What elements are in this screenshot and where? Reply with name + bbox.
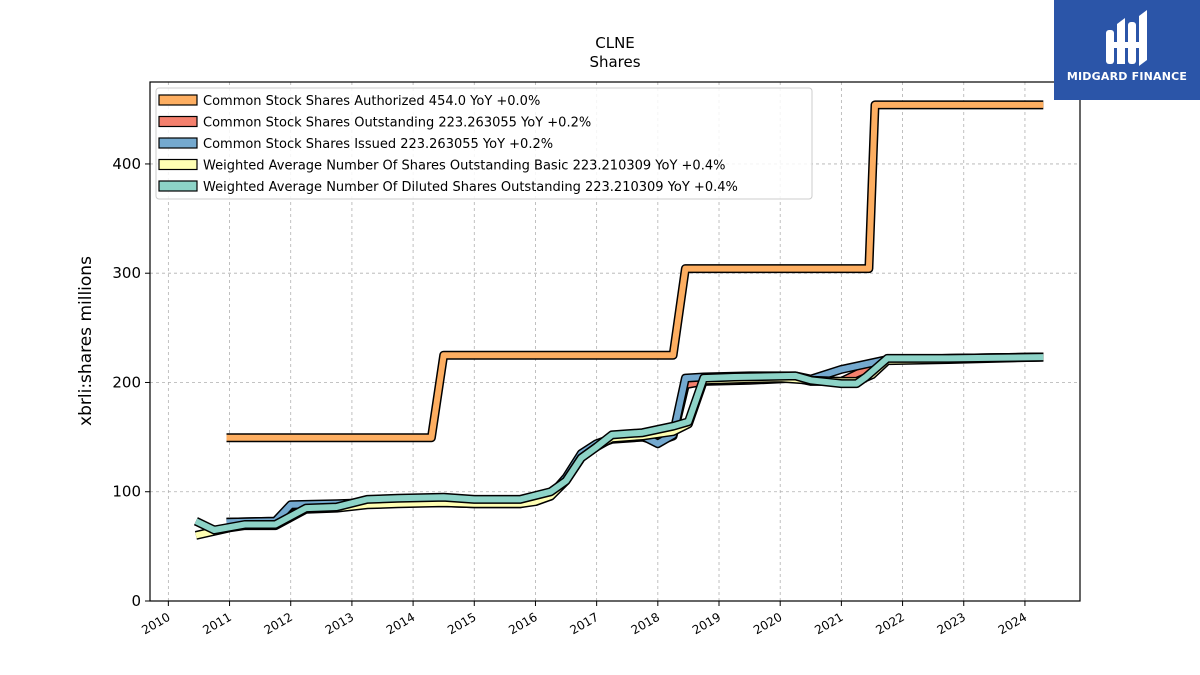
legend-swatch [158,180,198,192]
legend: Common Stock Shares Authorized 454.0 YoY… [155,87,813,200]
legend-swatch [158,115,198,128]
legend-swatch [158,158,198,171]
x-tick-label: 2019 [690,610,723,637]
x-tick-label: 2016 [506,610,539,637]
series-line-1 [226,101,1044,441]
midgard-finance-logo-icon [1106,10,1147,66]
x-tick-label: 2022 [873,610,906,637]
brand-name: MIDGARD FINANCE [1066,70,1188,83]
legend-entry: Common Stock Shares Authorized 454.0 YoY… [203,94,540,109]
x-tick-label: 2020 [751,610,784,637]
x-tick-label: 2015 [445,610,478,637]
x-tick-label: 2018 [629,610,662,637]
y-tick-label: 400 [112,155,141,173]
legend-box [155,87,813,200]
y-tick-label: 100 [112,483,141,501]
y-tick-label: 0 [131,592,141,610]
legend-swatch [158,94,198,106]
axes: 2010 2011 2012 2013 2014 2015 2016 2017 2018 2019… [112,155,1029,637]
x-tick-label: 2013 [323,610,356,637]
series-line-5 [194,354,1044,533]
brand-logo: MIDGARD FINANCE [1054,0,1200,100]
legend-entry: Weighted Average Number Of Shares Outsta… [203,159,725,174]
y-tick-label: 300 [112,264,141,282]
y-tick-label: 200 [112,373,141,391]
legend-entry: Common Stock Shares Outstanding 223.2630… [203,116,591,131]
x-tick-label: 2011 [200,610,233,637]
legend-entry: Common Stock Shares Issued 223.263055 Yo… [203,137,553,152]
x-tick-label: 2010 [139,610,172,637]
series-lines [193,100,1044,540]
plot-area-frame [149,81,1081,602]
x-tick-label: 2014 [384,610,417,637]
x-tick-label: 2012 [262,610,295,637]
x-tick-label: 2024 [996,610,1029,637]
series-line-outline [193,352,1044,535]
legend-entry: Weighted Average Number Of Diluted Share… [203,180,738,195]
x-tick-label: 2021 [812,610,845,637]
chart-subtitle: Shares [589,53,640,71]
x-tick-label: 2023 [935,610,968,637]
y-axis-label: xbrli:shares millions [76,256,96,426]
legend-swatch [158,137,198,149]
chart-title: CLNE [595,34,635,52]
x-tick-label: 2017 [567,610,600,637]
